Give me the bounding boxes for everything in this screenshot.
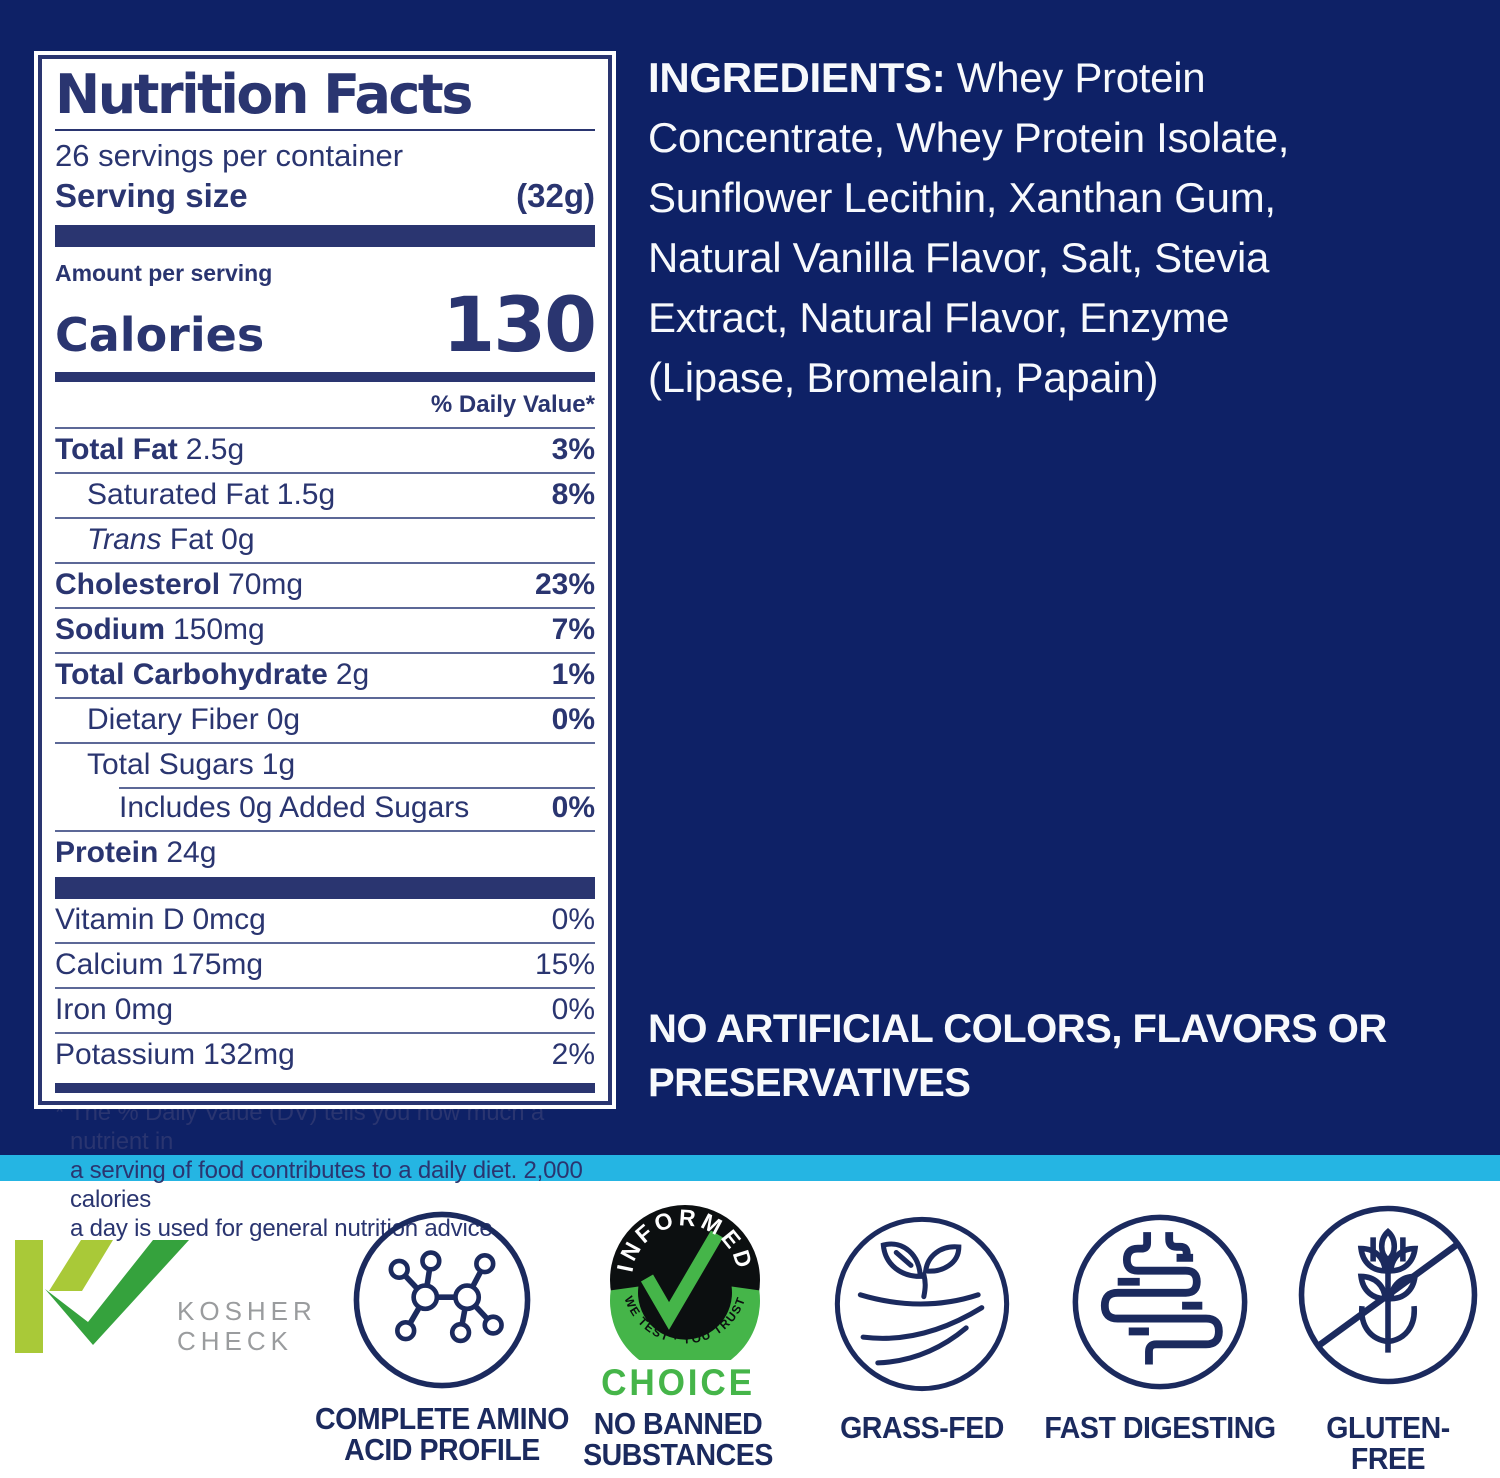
nutrient-daily-value: 0% (551, 791, 595, 825)
kosher-check-logo: KOSHER CHECK (15, 1240, 315, 1356)
nutrient-daily-value: 0% (551, 703, 595, 737)
nutrient-daily-value: 2% (551, 1038, 595, 1072)
nutrient-row: Calcium 175mg 15% (55, 942, 595, 987)
nutrient-row: Trans Fat 0g (55, 517, 595, 562)
amino-molecule-icon (353, 1211, 531, 1389)
field-rows (857, 1292, 985, 1366)
molecule-atoms (388, 1250, 504, 1344)
nutrient-name: Iron 0mg (55, 993, 174, 1027)
badge-circle (1072, 1214, 1248, 1390)
separator-bar-thick (55, 877, 595, 900)
nutrient-name: Dietary Fiber 0g (87, 703, 301, 737)
servings-per-container: 26 servings per container (55, 138, 404, 174)
kosher-text-line1: KOSHER (177, 1296, 315, 1326)
slash-icon (1317, 1242, 1459, 1348)
serving-size-value: (32g) (516, 177, 595, 215)
nutrient-name: Cholesterol 70mg (55, 568, 304, 602)
kosher-k-arm (49, 1240, 113, 1291)
separator-bar-medium (55, 372, 595, 383)
nutrient-daily-value: 0% (551, 903, 595, 937)
calories-row: Calories 130 (55, 280, 597, 370)
ingredients-heading: INGREDIENTS: (648, 54, 946, 101)
separator-bar-medium (55, 1083, 595, 1094)
cyan-divider-stripe (0, 1155, 1500, 1181)
badge-circle (834, 1216, 1010, 1392)
fast-digesting-caption: FAST DIGESTING (1044, 1410, 1276, 1445)
nutrient-daily-value: 1% (551, 658, 595, 692)
gluten-free-icon (1298, 1205, 1478, 1385)
vitamin-rows: Vitamin D 0mcg 0% Calcium 175mg 15% Iron 0mg 0% P… (55, 899, 595, 1077)
grass-fed-icon (834, 1216, 1010, 1392)
informed-choice-badge: INFORMED WE TEST · YOU TRUST (610, 1204, 760, 1360)
nutrient-row: Saturated Fat 1.5g 8% (55, 472, 595, 517)
nutrient-name: Trans Fat 0g (87, 523, 255, 557)
informed-choice-label: CHOICE (601, 1362, 755, 1403)
daily-value-header: % Daily Value* (430, 391, 595, 419)
nutrient-name: Includes 0g Added Sugars (119, 791, 470, 825)
kosher-k-bar (15, 1240, 43, 1353)
nutrient-row: Total Fat 2.5g 3% (55, 427, 595, 472)
gluten-free-caption: GLUTEN-FREE (1326, 1410, 1450, 1476)
nutrient-daily-value: 3% (551, 433, 595, 467)
fast-digesting-icon (1072, 1214, 1248, 1390)
serving-size-label: Serving size (55, 177, 248, 215)
nutrient-name: Total Sugars 1g (87, 748, 296, 782)
nutrient-name: Total Carbohydrate 2g (55, 658, 370, 692)
nutrient-daily-value: 8% (551, 478, 595, 512)
calories-value: 130 (442, 280, 597, 370)
amino-caption: COMPLETE AMINO ACID PROFILE (315, 1401, 569, 1467)
nutrient-name: Vitamin D 0mcg (55, 903, 266, 937)
nutrition-facts-title: Nutrition Facts (55, 64, 595, 132)
kosher-checkmark-icon (45, 1240, 189, 1345)
nutrient-daily-value: 7% (551, 613, 595, 647)
no-artificial-claim: NO ARTIFICIAL COLORS, FLAVORS OR PRESERV… (648, 1007, 1387, 1105)
nutrient-row: Total Sugars 1g (55, 742, 595, 787)
badge-green-band (610, 1286, 760, 1360)
nutrient-row: Iron 0mg 0% (55, 987, 595, 1032)
intestine-tube (1100, 1232, 1223, 1365)
nutrient-row: Vitamin D 0mcg 0% (55, 899, 595, 942)
nutrient-row: Total Carbohydrate 2g 1% (55, 652, 595, 697)
nutrient-row: Protein 24g (55, 830, 595, 875)
informed-checkmark-icon (640, 1230, 724, 1330)
nutrient-name: Total Fat 2.5g (55, 433, 245, 467)
sprout-leaves (880, 1241, 962, 1300)
nutrient-row: Potassium 132mg 2% (55, 1032, 595, 1077)
nutrient-row: Includes 0g Added Sugars 0% (55, 787, 595, 830)
separator-bar-thick (55, 225, 595, 248)
nutrient-daily-value: 15% (534, 948, 595, 982)
nutrient-row: Cholesterol 70mg 23% (55, 562, 595, 607)
nutrient-row: Sodium 150mg 7% (55, 607, 595, 652)
nutrient-name: Sodium 150mg (55, 613, 265, 647)
nutrient-name: Saturated Fat 1.5g (87, 478, 336, 512)
badge-circle (1298, 1205, 1478, 1385)
ingredients-text: Whey Protein Concentrate, Whey Protein I… (648, 54, 1290, 401)
nutrient-rows: Total Fat 2.5g 3% Saturated Fat 1.5g 8% Trans … (55, 427, 595, 875)
grass-fed-caption: GRASS-FED (840, 1410, 1004, 1445)
nutrition-facts-panel: Nutrition Facts 26 servings per containe… (34, 51, 616, 1242)
serving-size-row: Serving size (32g) (55, 177, 595, 215)
kosher-text-line2: CHECK (177, 1326, 293, 1356)
nutrient-daily-value: 0% (551, 993, 595, 1027)
ingredients-paragraph: INGREDIENTS: Whey Protein Concentrate, W… (648, 48, 1448, 408)
intestine-folds (1117, 1253, 1203, 1336)
amount-per-serving-label: Amount per serving (55, 260, 273, 287)
nutrient-daily-value: 23% (534, 568, 595, 602)
nutrient-row: Dietary Fiber 0g 0% (55, 697, 595, 742)
nutrient-name: Calcium 175mg (55, 948, 264, 982)
calories-label: Calories (55, 308, 265, 363)
badge-circle (353, 1211, 531, 1389)
nutrient-name: Protein 24g (55, 836, 217, 870)
daily-value-footnote: * The % Daily Value (DV) tells you how m… (55, 1099, 583, 1243)
nutrient-name: Potassium 132mg (55, 1038, 295, 1072)
no-banned-substances-caption: NO BANNED SUBSTANCES (583, 1406, 773, 1472)
